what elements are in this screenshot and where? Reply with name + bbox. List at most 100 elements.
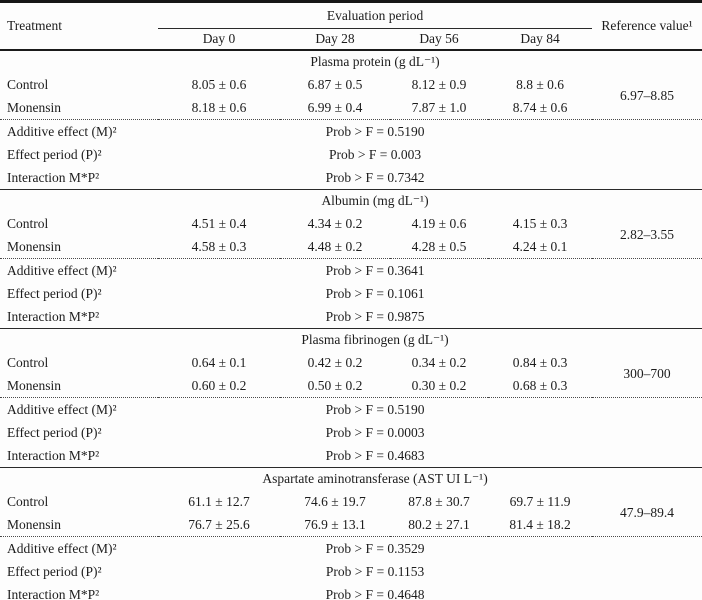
value-cell: 0.34 ± 0.2: [411, 354, 467, 370]
treatment-cell: Monensin: [7, 99, 61, 115]
stat-label-cell: Effect period (P)²: [7, 424, 102, 440]
section-title-row: Albumin (mg dL⁻¹): [0, 189, 702, 212]
prob-value-cell: Prob > F = 0.7342: [325, 169, 425, 185]
stat-label-cell: Additive effect (M)²: [0, 397, 158, 421]
reference-value-cell: 300–700: [623, 366, 671, 382]
table-row-control: Control 8.05 ± 0.6 6.87 ± 0.5 8.12 ± 0.9…: [0, 73, 702, 104]
spacer-cell: [0, 189, 158, 212]
stat-label-cell: Effect period (P)²: [7, 285, 102, 301]
prob-value-cell: Prob > F = 0.1153: [325, 563, 425, 579]
value-cell: 0.42 ± 0.2: [307, 354, 363, 370]
value-cell: 0.68 ± 0.3: [512, 377, 568, 393]
stat-row-effect-period: Effect period (P)² Prob > F = 0.0003: [0, 421, 702, 444]
stat-label-cell: Additive effect (M)²: [0, 119, 158, 143]
stat-row-effect-period: Effect period (P)² Prob > F = 0.1153: [0, 560, 702, 583]
treatment-cell: Control: [7, 354, 49, 370]
prob-value-cell: Prob > F = 0.3641: [158, 258, 593, 282]
stat-label-cell: Interaction M*P²: [7, 308, 100, 324]
section-title-ast: Aspartate aminotransferase (AST UI L⁻¹): [158, 467, 593, 490]
reference-value-cell: 47.9–89.4: [620, 505, 675, 521]
spacer-cell: [592, 282, 702, 305]
stat-row-interaction: Interaction M*P² Prob > F = 0.4648: [0, 583, 702, 600]
stat-label-cell: Interaction M*P²: [7, 586, 100, 600]
treatment-cell: Monensin: [7, 377, 61, 393]
section-title-plasma-fibrinogen: Plasma fibrinogen (g dL⁻¹): [158, 328, 593, 351]
stat-row-effect-period: Effect period (P)² Prob > F = 0.003: [0, 143, 702, 166]
value-cell: 4.34 ± 0.2: [307, 215, 363, 231]
table-row-control: Control 0.64 ± 0.1 0.42 ± 0.2 0.34 ± 0.2…: [0, 351, 702, 382]
spacer-cell: [592, 397, 702, 421]
value-cell: 6.87 ± 0.5: [307, 76, 363, 92]
value-cell: 4.15 ± 0.3: [512, 215, 568, 231]
value-cell: 0.64 ± 0.1: [191, 354, 247, 370]
day56-column-header: Day 56: [390, 28, 488, 51]
value-cell: 8.74 ± 0.6: [512, 99, 568, 115]
value-cell: 4.58 ± 0.3: [191, 238, 247, 254]
value-cell: 4.19 ± 0.6: [411, 215, 467, 231]
value-cell: 4.51 ± 0.4: [191, 215, 247, 231]
section-title-plasma-protein: Plasma protein (g dL⁻¹): [158, 49, 593, 73]
treatment-cell: Control: [7, 493, 49, 509]
spacer-cell: [592, 119, 702, 143]
section-title-row: Plasma fibrinogen (g dL⁻¹): [0, 328, 702, 351]
spacer-cell: [592, 536, 702, 560]
spacer-cell: [592, 560, 702, 583]
day84-column-header: Day 84: [488, 28, 593, 51]
stat-row-interaction: Interaction M*P² Prob > F = 0.7342: [0, 166, 702, 190]
treatment-column-header: Treatment: [0, 1, 158, 51]
treatment-cell: Control: [7, 76, 49, 92]
stat-label-cell: Effect period (P)²: [7, 146, 102, 162]
spacer-cell: [592, 258, 702, 282]
table-row-monensin: Monensin 8.18 ± 0.6 6.99 ± 0.4 7.87 ± 1.…: [0, 96, 702, 120]
stat-row-additive-effect: Additive effect (M)² Prob > F = 0.5190: [0, 397, 702, 421]
prob-value-cell: Prob > F = 0.4683: [325, 447, 425, 463]
stat-row-interaction: Interaction M*P² Prob > F = 0.9875: [0, 305, 702, 329]
value-cell: 74.6 ± 19.7: [304, 493, 366, 509]
spacer-cell: [592, 49, 702, 73]
evaluation-period-header: Evaluation period: [158, 1, 593, 29]
stat-label-cell: Interaction M*P²: [7, 447, 100, 463]
value-cell: 4.48 ± 0.2: [307, 238, 363, 254]
spacer-cell: [0, 467, 158, 490]
prob-value-cell: Prob > F = 0.1061: [325, 285, 425, 301]
section-title-row: Aspartate aminotransferase (AST UI L⁻¹): [0, 467, 702, 490]
stat-label-cell: Additive effect (M)²: [0, 258, 158, 282]
section-title-albumin: Albumin (mg dL⁻¹): [158, 189, 593, 212]
value-cell: 80.2 ± 27.1: [408, 516, 470, 532]
treatment-cell: Monensin: [7, 516, 61, 532]
stat-label-cell: Effect period (P)²: [7, 563, 102, 579]
reference-value-cell: 6.97–8.85: [620, 88, 675, 104]
spacer-cell: [592, 189, 702, 212]
value-cell: 76.9 ± 13.1: [304, 516, 366, 532]
table-row-control: Control 61.1 ± 12.7 74.6 ± 19.7 87.8 ± 3…: [0, 490, 702, 521]
table-row-monensin: Monensin 0.60 ± 0.2 0.50 ± 0.2 0.30 ± 0.…: [0, 374, 702, 398]
value-cell: 4.24 ± 0.1: [512, 238, 568, 254]
stat-row-interaction: Interaction M*P² Prob > F = 0.4683: [0, 444, 702, 468]
treatment-cell: Control: [7, 215, 49, 231]
value-cell: 8.12 ± 0.9: [411, 76, 467, 92]
value-cell: 0.50 ± 0.2: [307, 377, 363, 393]
stat-row-effect-period: Effect period (P)² Prob > F = 0.1061: [0, 282, 702, 305]
prob-value-cell: Prob > F = 0.4648: [325, 586, 425, 600]
value-cell: 0.60 ± 0.2: [191, 377, 247, 393]
spacer-cell: [592, 328, 702, 351]
day0-column-header: Day 0: [158, 28, 280, 51]
value-cell: 7.87 ± 1.0: [411, 99, 467, 115]
spacer-cell: [0, 328, 158, 351]
spacer-cell: [592, 143, 702, 166]
value-cell: 4.28 ± 0.5: [411, 238, 467, 254]
stat-label-cell: Additive effect (M)²: [0, 536, 158, 560]
value-cell: 0.30 ± 0.2: [411, 377, 467, 393]
table-row-control: Control 4.51 ± 0.4 4.34 ± 0.2 4.19 ± 0.6…: [0, 212, 702, 243]
value-cell: 76.7 ± 25.6: [188, 516, 250, 532]
stat-row-additive-effect: Additive effect (M)² Prob > F = 0.3641: [0, 258, 702, 282]
section-title-row: Plasma protein (g dL⁻¹): [0, 49, 702, 73]
value-cell: 8.8 ± 0.6: [516, 76, 564, 92]
prob-value-cell: Prob > F = 0.3529: [158, 536, 593, 560]
spacer-cell: [592, 444, 702, 468]
value-cell: 69.7 ± 11.9: [509, 493, 571, 509]
spacer-cell: [0, 49, 158, 73]
spacer-cell: [592, 166, 702, 190]
